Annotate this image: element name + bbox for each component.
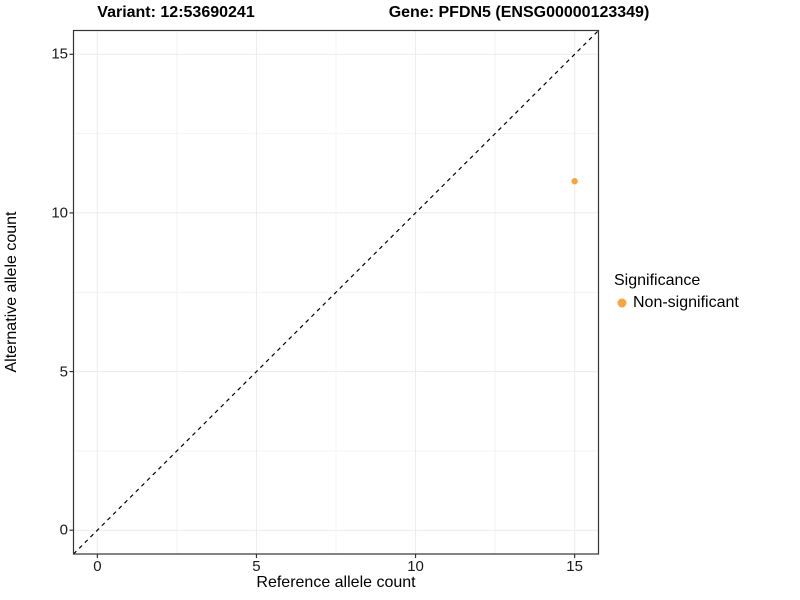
y-tick-label: 10 <box>51 204 68 222</box>
legend-item-label: Non-significant <box>633 294 739 311</box>
legend-title: Significance <box>614 272 701 289</box>
y-tick-label: 15 <box>51 45 68 63</box>
x-tick-label: 5 <box>252 558 261 575</box>
plot-title-gene: Gene: PFDN5 (ENSG00000123349) <box>388 4 650 21</box>
x-tick-label: 15 <box>566 558 583 575</box>
x-tick-label: 10 <box>407 558 424 575</box>
legend-item: Non-significant <box>614 294 739 312</box>
legend-point-icon <box>617 298 627 308</box>
y-tick-label: 0 <box>59 521 68 539</box>
y-tick-label: 5 <box>59 363 68 381</box>
x-axis-title: Reference allele count <box>256 574 416 591</box>
y-axis-title: Alternative allele count <box>3 211 20 373</box>
plot-title-variant: Variant: 12:53690241 <box>97 4 255 21</box>
panel-border <box>72 29 600 555</box>
data-point <box>571 178 578 185</box>
legend-key <box>614 295 630 311</box>
identity-dashed-line <box>73 30 599 555</box>
x-tick-label: 0 <box>93 558 102 575</box>
legend: Significance Non-significant <box>614 272 739 312</box>
